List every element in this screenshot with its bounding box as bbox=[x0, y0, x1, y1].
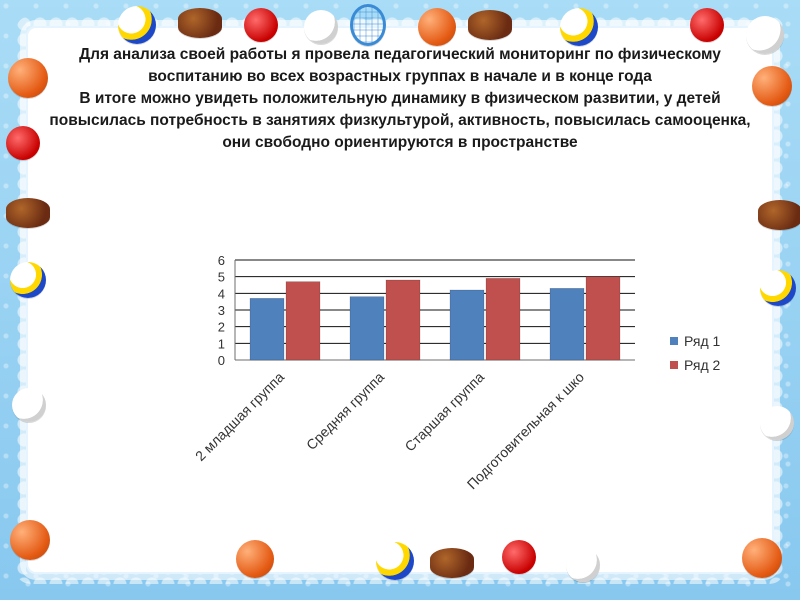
bar-series-2 bbox=[385, 279, 421, 361]
legend-item: Ряд 2 bbox=[670, 353, 760, 377]
legend-item: Ряд 1 bbox=[670, 329, 760, 353]
legend-label-series-2: Ряд 2 bbox=[684, 357, 721, 373]
rugby-ball-icon bbox=[430, 548, 474, 578]
y-tick-label: 2 bbox=[218, 320, 225, 335]
bar-series-2 bbox=[285, 281, 321, 361]
plot-area: 0 12 3 45 6 2 младшая группа Средняя группа Ста… bbox=[192, 253, 635, 492]
volleyball-icon bbox=[118, 6, 156, 44]
y-tick-label: 0 bbox=[218, 353, 225, 368]
basketball-icon bbox=[8, 58, 48, 98]
tennis-racket-icon bbox=[350, 4, 386, 46]
x-tick-label: 2 младшая группа bbox=[192, 369, 287, 464]
legend-label-series-1: Ряд 1 bbox=[684, 333, 721, 349]
y-tick-label: 6 bbox=[218, 253, 225, 268]
y-tick-label: 3 bbox=[218, 303, 225, 318]
basketball-icon bbox=[10, 520, 50, 560]
volleyball-icon bbox=[560, 8, 598, 46]
ping-pong-paddle-icon bbox=[6, 126, 40, 160]
basketball-icon bbox=[742, 538, 782, 578]
legend-swatch-series-1 bbox=[670, 337, 678, 345]
ping-pong-paddle-icon bbox=[690, 8, 724, 42]
bar-series-1 bbox=[249, 298, 285, 361]
x-tick-label: Средняя группа bbox=[303, 369, 387, 453]
ping-pong-paddle-icon bbox=[502, 540, 536, 574]
basketball-icon bbox=[236, 540, 274, 578]
bar-series-1 bbox=[349, 296, 385, 361]
rugby-ball-icon bbox=[758, 200, 800, 230]
y-tick-label: 5 bbox=[218, 270, 225, 285]
rugby-ball-icon bbox=[468, 10, 512, 40]
volleyball-icon bbox=[760, 270, 796, 306]
y-tick-label: 1 bbox=[218, 336, 225, 351]
legend: Ряд 1 Ряд 2 bbox=[670, 329, 760, 377]
ping-pong-paddle-icon bbox=[244, 8, 278, 42]
bar-chart: 0 12 3 45 6 2 младшая группа Средняя группа Ста… bbox=[192, 253, 635, 492]
y-tick-label: 4 bbox=[218, 286, 225, 301]
basketball-icon bbox=[418, 8, 456, 46]
volleyball-icon bbox=[376, 542, 414, 580]
soccer-ball-icon bbox=[12, 388, 46, 422]
soccer-ball-icon bbox=[746, 16, 784, 54]
bar-series-2 bbox=[585, 276, 621, 361]
x-tick-label: Подготовительная к шко bbox=[464, 369, 588, 493]
slide-title: Для анализа своей работы я провела педаг… bbox=[49, 46, 751, 151]
bar-series-1 bbox=[549, 288, 585, 361]
volleyball-icon bbox=[10, 262, 46, 298]
soccer-ball-icon bbox=[760, 406, 794, 440]
rugby-ball-icon bbox=[178, 8, 222, 38]
x-tick-label: Старшая группа bbox=[401, 369, 487, 455]
bar-series-1 bbox=[449, 289, 485, 361]
legend-swatch-series-2 bbox=[670, 361, 678, 369]
basketball-icon bbox=[752, 66, 792, 106]
rugby-ball-icon bbox=[6, 198, 50, 228]
soccer-ball-icon bbox=[304, 10, 338, 44]
bar-series-2 bbox=[485, 278, 521, 361]
soccer-ball-icon bbox=[566, 548, 600, 582]
